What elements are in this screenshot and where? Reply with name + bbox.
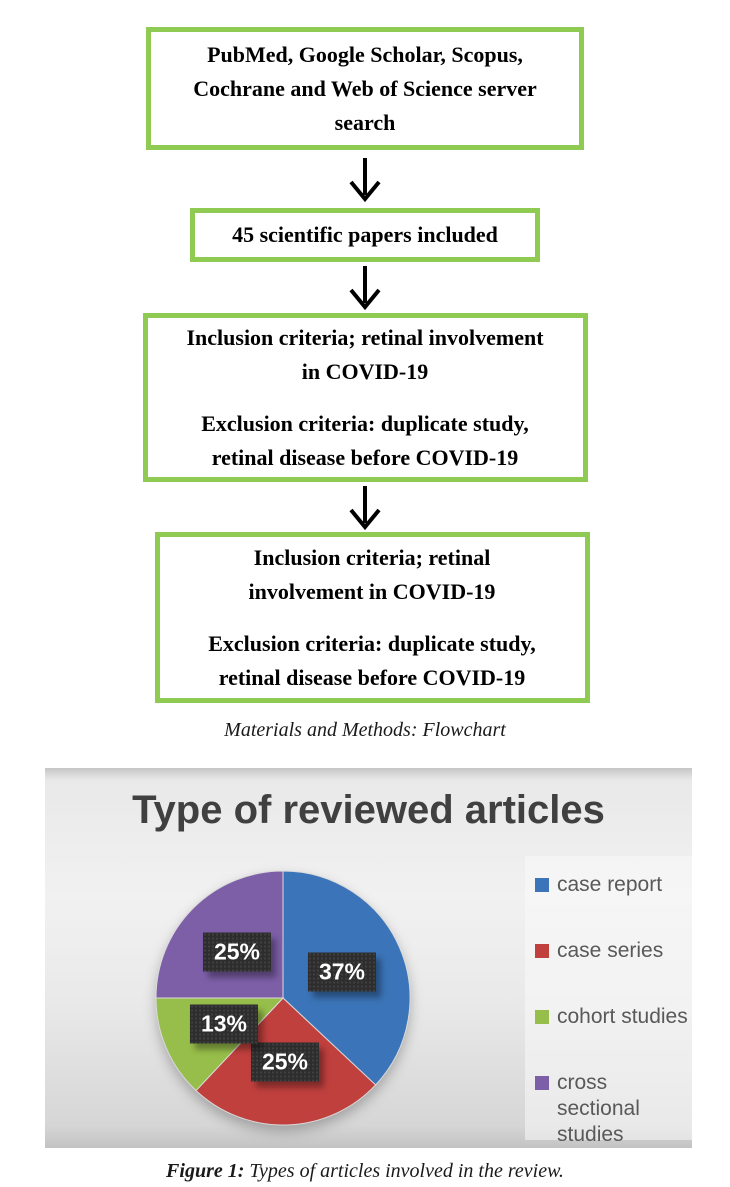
figure-caption-label: Figure 1:	[166, 1160, 245, 1182]
legend-swatch-case-report	[535, 878, 549, 892]
chart-title: Type of reviewed articles	[132, 788, 605, 832]
flowchart-box-database-search: PubMed, Google Scholar, Scopus, Cochrane…	[146, 27, 584, 150]
flowchart-box-criteria-1-exclusion: Exclusion criteria: duplicate study, ret…	[201, 410, 529, 470]
figure-caption: Figure 1: Types of articles involved in …	[0, 1160, 730, 1183]
flowchart-box-papers-included: 45 scientific papers included	[190, 208, 540, 262]
legend-item-cohort-studies: cohort studies	[535, 1004, 691, 1030]
flowchart: PubMed, Google Scholar, Scopus, Cochrane…	[142, 27, 590, 741]
down-arrow-icon	[349, 158, 381, 202]
figure-caption-text: Types of articles involved in the review…	[249, 1160, 564, 1182]
pie-data-label-case-series: 25%	[250, 1042, 320, 1082]
legend-label-cross-sectional-studies: cross sectional studies	[557, 1071, 640, 1146]
legend-item-case-series: case series	[535, 938, 691, 964]
legend-label-case-series: case series	[557, 939, 664, 962]
flowchart-box-criteria-1-inclusion: Inclusion criteria; retinal involvement …	[186, 324, 544, 384]
legend-item-case-report: case report	[535, 872, 691, 898]
chart-legend: case report case series cohort studies cros…	[525, 856, 692, 1146]
flowchart-box-database-search-text: PubMed, Google Scholar, Scopus, Cochrane…	[193, 41, 537, 135]
legend-swatch-case-series	[535, 944, 549, 958]
legend-label-case-report: case report	[557, 873, 663, 896]
flowchart-box-criteria-2-inclusion: Inclusion criteria; retinal involvement …	[248, 544, 496, 604]
flowchart-box-criteria-2: Inclusion criteria; retinal involvement …	[154, 532, 590, 703]
down-arrow-icon	[349, 266, 381, 310]
legend-label-cohort-studies: cohort studies	[557, 1005, 688, 1028]
flowchart-box-papers-included-text: 45 scientific papers included	[232, 222, 498, 247]
pie-data-label-cross-sectional-studies: 25%	[202, 932, 272, 972]
legend-swatch-cohort-studies	[535, 1010, 549, 1024]
chart-legend-list: case report case series cohort studies cros…	[535, 872, 691, 1148]
pie-data-label-cohort-studies: 13%	[189, 1004, 259, 1044]
legend-item-cross-sectional-studies: cross sectional studies	[535, 1070, 691, 1148]
pie-chart-figure: Type of reviewed articles case report cas…	[45, 768, 692, 1148]
flowchart-box-criteria-2-exclusion: Exclusion criteria: duplicate study, ret…	[208, 630, 536, 690]
flowchart-caption: Materials and Methods: Flowchart	[224, 719, 506, 741]
pie-data-label-case-report: 37%	[307, 952, 377, 992]
down-arrow-icon	[349, 486, 381, 530]
legend-swatch-cross-sectional-studies	[535, 1076, 549, 1090]
flowchart-box-criteria-1: Inclusion criteria; retinal involvement …	[142, 313, 588, 482]
pie-chart	[155, 870, 411, 1126]
